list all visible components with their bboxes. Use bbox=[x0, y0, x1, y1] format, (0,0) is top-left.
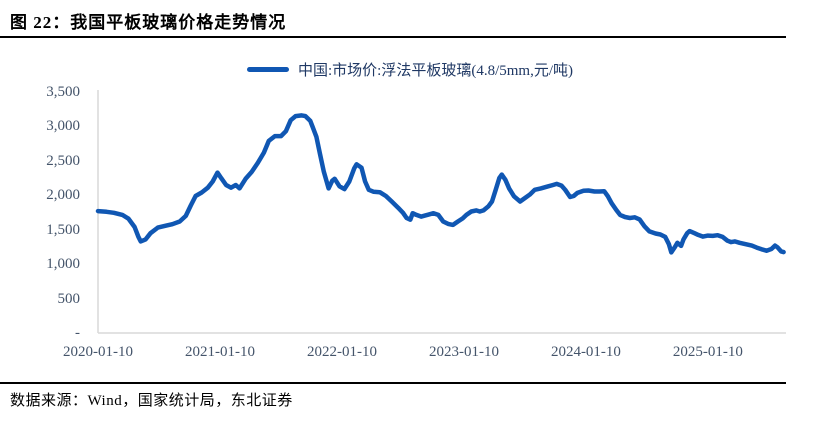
y-tick-label: 2,000 bbox=[46, 187, 80, 204]
title-underline bbox=[0, 36, 786, 38]
figure-title: 图 22：我国平板玻璃价格走势情况 bbox=[10, 13, 287, 32]
x-tick-label: 2023-01-10 bbox=[428, 344, 499, 360]
y-tick-label: 3,500 bbox=[46, 84, 80, 100]
y-tick-label: - bbox=[75, 325, 80, 341]
price-line bbox=[95, 113, 786, 255]
x-tick-label: 2020-01-10 bbox=[63, 344, 133, 360]
y-tick-label: 3,000 bbox=[46, 118, 80, 135]
x-tick-label: 2021-01-10 bbox=[184, 344, 255, 360]
y-tick-label: 1,500 bbox=[46, 221, 80, 238]
footer-divider bbox=[0, 382, 786, 384]
y-tick-label: 2,500 bbox=[46, 152, 80, 169]
data-source-note: 数据来源：Wind，国家统计局，东北证券 bbox=[10, 393, 293, 409]
legend-line-marker bbox=[247, 66, 289, 72]
legend-series-label: 中国:市场价:浮法平板玻璃(4.8/5mm,元/吨) bbox=[298, 62, 573, 79]
x-tick-label: 2025-01-10 bbox=[672, 344, 743, 360]
y-tick-label: 500 bbox=[57, 290, 81, 307]
x-tick-label: 2022-01-10 bbox=[306, 344, 377, 360]
chart-legend: 中国:市场价:浮法平板玻璃(4.8/5mm,元/吨) bbox=[0, 58, 820, 80]
y-tick-label: 1,000 bbox=[46, 256, 80, 273]
x-tick-label: 2024-01-10 bbox=[550, 344, 621, 360]
